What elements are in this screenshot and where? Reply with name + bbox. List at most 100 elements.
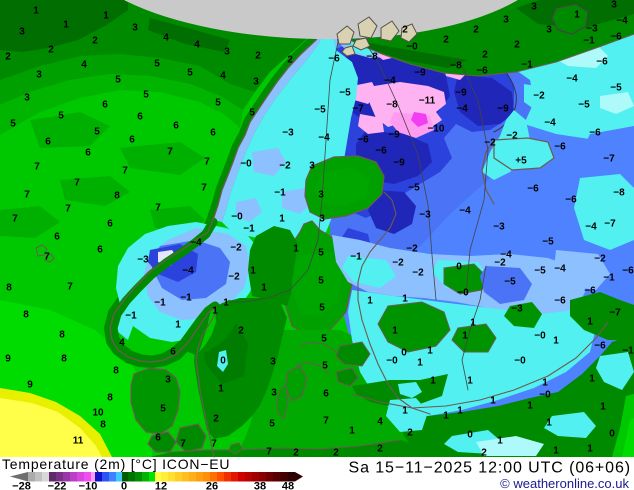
svg-text:7: 7 [74, 178, 80, 189]
svg-text:−2: −2 [594, 254, 606, 265]
svg-text:8: 8 [61, 354, 67, 365]
svg-text:1: 1 [553, 446, 559, 457]
svg-text:−1: −1 [125, 311, 137, 322]
svg-text:6: 6 [173, 121, 179, 132]
svg-text:−9: −9 [393, 158, 405, 169]
svg-text:7: 7 [34, 162, 40, 173]
svg-text:7: 7 [201, 183, 207, 194]
svg-text:−0: −0 [240, 159, 252, 170]
svg-text:1: 1 [542, 378, 548, 389]
svg-text:−3: −3 [493, 222, 505, 233]
svg-text:7: 7 [65, 204, 71, 215]
svg-text:−4: −4 [554, 264, 566, 275]
svg-text:1: 1 [574, 10, 580, 21]
svg-text:−6: −6 [554, 142, 566, 153]
svg-text:3: 3 [132, 23, 138, 34]
svg-text:−6: −6 [594, 341, 606, 352]
svg-text:−4: −4 [318, 133, 330, 144]
svg-text:6: 6 [129, 135, 135, 146]
svg-text:1: 1 [443, 411, 449, 422]
svg-text:−4: −4 [190, 238, 202, 249]
svg-text:1: 1 [63, 20, 69, 31]
svg-text:5: 5 [215, 98, 221, 109]
svg-text:5: 5 [322, 361, 328, 372]
svg-text:2: 2 [377, 444, 383, 455]
svg-text:6: 6 [210, 128, 216, 139]
svg-text:4: 4 [81, 60, 87, 71]
svg-text:−2: −2 [228, 272, 240, 283]
svg-text:−0: −0 [539, 390, 551, 401]
svg-text:2: 2 [407, 428, 413, 439]
svg-text:6: 6 [170, 347, 176, 358]
svg-text:2: 2 [5, 52, 11, 63]
svg-text:−22: −22 [48, 481, 67, 490]
svg-text:−1: −1 [583, 36, 595, 47]
svg-text:7: 7 [266, 447, 272, 458]
svg-text:5: 5 [115, 75, 121, 86]
svg-text:−3: −3 [586, 24, 598, 35]
svg-text:5: 5 [269, 419, 275, 430]
svg-text:1: 1 [33, 6, 39, 17]
svg-text:−2: −2 [506, 131, 518, 142]
svg-text:−8: −8 [450, 61, 462, 72]
svg-text:1: 1 [497, 436, 503, 447]
svg-text:3: 3 [253, 77, 259, 88]
svg-text:7: 7 [12, 214, 18, 225]
svg-text:7: 7 [24, 190, 30, 201]
svg-text:3: 3 [19, 27, 25, 38]
svg-text:−6: −6 [527, 184, 539, 195]
svg-text:−9: −9 [388, 130, 400, 141]
svg-text:2: 2 [443, 35, 449, 46]
svg-text:6: 6 [85, 148, 91, 159]
svg-text:2: 2 [293, 448, 299, 459]
svg-text:−7: −7 [604, 219, 616, 230]
svg-text:0: 0 [121, 481, 127, 490]
svg-text:−4: −4 [182, 266, 194, 277]
svg-text:3: 3 [503, 15, 509, 26]
svg-text:8: 8 [107, 393, 113, 404]
svg-text:6: 6 [107, 219, 113, 230]
svg-text:8: 8 [100, 420, 106, 431]
svg-text:1: 1 [600, 402, 606, 413]
svg-text:1: 1 [279, 214, 285, 225]
svg-text:8: 8 [59, 330, 65, 341]
svg-text:−5: −5 [408, 183, 420, 194]
svg-text:−3: −3 [511, 304, 523, 315]
svg-text:3: 3 [270, 357, 276, 368]
svg-text:5: 5 [94, 127, 100, 138]
svg-text:−6: −6 [610, 32, 622, 43]
svg-text:9: 9 [27, 380, 33, 391]
svg-text:−5: −5 [314, 105, 326, 116]
svg-text:−4: −4 [459, 206, 471, 217]
svg-text:11: 11 [73, 436, 84, 447]
svg-text:6: 6 [155, 433, 161, 444]
svg-text:8: 8 [114, 191, 120, 202]
svg-text:38: 38 [254, 481, 266, 490]
svg-text:−1: −1 [154, 298, 166, 309]
svg-text:1: 1 [546, 418, 552, 429]
svg-text:−2: −2 [279, 161, 291, 172]
svg-text:1: 1 [223, 298, 229, 309]
svg-text:2: 2 [514, 40, 520, 51]
svg-text:−10: −10 [79, 481, 98, 490]
svg-text:1: 1 [175, 320, 181, 331]
svg-text:4: 4 [163, 33, 169, 44]
svg-text:5: 5 [249, 108, 255, 119]
svg-text:5: 5 [160, 404, 166, 415]
svg-text:2: 2 [473, 25, 479, 36]
svg-text:−4: −4 [544, 118, 556, 129]
svg-text:5: 5 [318, 248, 324, 259]
svg-text:0: 0 [220, 356, 226, 367]
svg-text:−3: −3 [137, 255, 149, 266]
svg-text:4: 4 [119, 338, 125, 349]
svg-text:2: 2 [482, 50, 488, 61]
svg-text:−1: −1 [622, 346, 634, 357]
svg-text:2: 2 [238, 326, 244, 337]
svg-text:2: 2 [333, 448, 339, 459]
svg-text:−6: −6 [357, 135, 369, 146]
svg-text:−6: −6 [589, 128, 601, 139]
svg-text:0: 0 [456, 262, 462, 273]
svg-text:7: 7 [204, 157, 210, 168]
svg-text:8: 8 [113, 366, 119, 377]
svg-text:−2: −2 [533, 91, 545, 102]
